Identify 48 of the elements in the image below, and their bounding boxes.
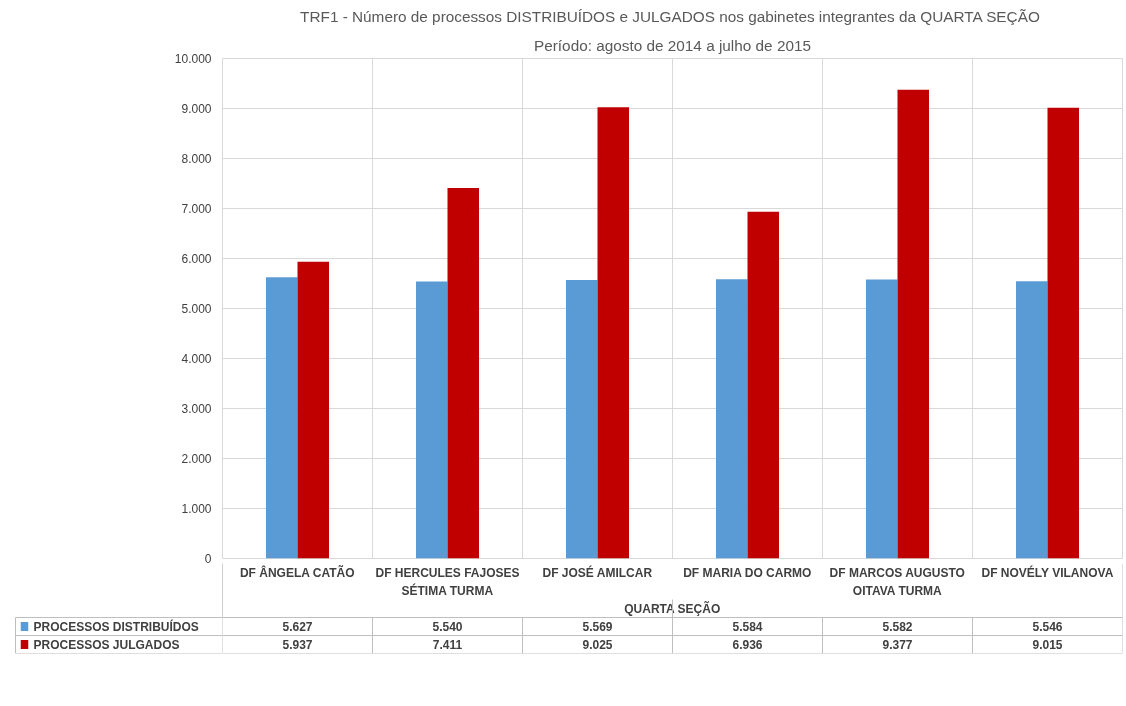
text: OITAVA TURMA: [852, 583, 943, 598]
bar: [1047, 107, 1079, 559]
x-tick-label: DF JOSÉ AMILCAR: [542, 564, 653, 580]
data-label: 6.936: [732, 638, 763, 652]
bar: [897, 89, 929, 559]
text: QUARTA SEÇÃO: [624, 600, 721, 616]
bar: [447, 187, 479, 559]
x-tick-label: DF HERCULES FAJOSES: [375, 565, 520, 580]
data-label: 5.584: [732, 620, 763, 634]
x-tick-label: DF ÂNGELA CATÃO: [239, 564, 355, 580]
bar: [597, 107, 629, 559]
chart-subtitle: Período: agosto de 2014 a julho de 2015: [534, 36, 811, 54]
chart-title: TRF1 - Número de processos DISTRIBUÍDOS e JULGADOS nos gabinetes integrantes da QUARTA SEÇÃO: [300, 7, 1040, 25]
data-label: 7.411: [432, 638, 463, 652]
bar: [266, 277, 298, 559]
bar: [566, 280, 598, 559]
y-tick-label: 9.000: [181, 102, 212, 116]
data-label: 9.377: [882, 638, 913, 652]
bar: [747, 211, 779, 559]
data-label: 5.937: [282, 638, 313, 652]
data-label: 9.025: [582, 638, 613, 652]
bar: [416, 281, 448, 559]
y-tick-label: 6.000: [181, 252, 212, 266]
y-tick-label: 2.000: [181, 452, 212, 466]
x-tick-label: DF MARIA DO CARMO: [683, 565, 812, 580]
x-tick-label: DF MARCOS AUGUSTO: [829, 565, 965, 580]
y-tick-label: 5.000: [181, 302, 212, 316]
y-tick-label: 8.000: [181, 152, 212, 166]
x-tick-label: DF NOVÉLY VILANOVA: [981, 564, 1114, 580]
data-label: 9.015: [1032, 638, 1063, 652]
bar: [716, 279, 748, 559]
data-label: 5.546: [1032, 620, 1063, 634]
y-tick-label: 7.000: [181, 202, 212, 216]
data-label: 5.582: [882, 620, 913, 634]
data-label: 5.569: [582, 620, 613, 634]
y-tick-label: 10.000: [174, 52, 212, 66]
y-tick-label: 4.000: [181, 352, 212, 366]
bar: [1016, 281, 1048, 559]
bar: [297, 261, 329, 559]
data-label: 5.540: [432, 620, 463, 634]
legend-label: PROCESSOS JULGADOS: [33, 637, 180, 652]
text: SÉTIMA TURMA: [401, 582, 494, 598]
data-label: 5.627: [282, 620, 313, 634]
y-tick-label: 3.000: [181, 402, 212, 416]
y-tick-label: 1.000: [181, 502, 212, 516]
legend-label: PROCESSOS DISTRIBUÍDOS: [33, 618, 199, 634]
y-tick-label: 0: [204, 552, 212, 566]
bar: [866, 279, 898, 559]
